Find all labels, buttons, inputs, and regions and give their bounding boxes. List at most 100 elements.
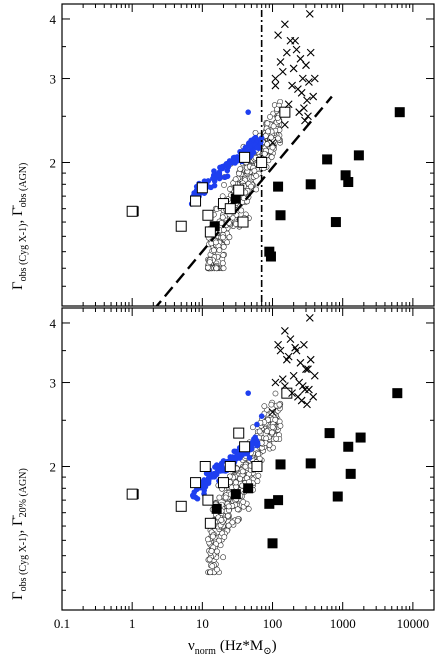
cross-point (301, 385, 309, 394)
cross-point (271, 74, 280, 83)
blue-point (210, 175, 216, 182)
cloud-point (268, 134, 274, 141)
cloud-point (227, 186, 233, 193)
cloud-point (209, 563, 216, 570)
blue-point (211, 168, 217, 174)
panel-top: 2 3 4 (50, 3, 435, 307)
cross-point (305, 9, 314, 18)
blue-point (224, 167, 231, 174)
cloud-point (261, 150, 268, 157)
blue-point (202, 483, 209, 490)
filled-square-point (343, 441, 354, 452)
cloud-point (220, 265, 227, 272)
filled-square-point (355, 432, 366, 443)
blue-point (212, 464, 218, 470)
blue-point (216, 467, 222, 474)
filled-square-point (305, 179, 316, 190)
y-tick-label: 2 (50, 155, 57, 170)
filled-square-point (273, 495, 284, 506)
x-tick-label: 100 (263, 616, 283, 631)
cloud-point (221, 534, 228, 540)
cloud-point (216, 494, 223, 501)
cloud-point (274, 106, 280, 113)
blue-point (194, 495, 201, 502)
cross-point (305, 313, 314, 322)
blue-point (203, 470, 210, 477)
cloud-point (234, 506, 241, 513)
y-tick-label: 2 (50, 459, 57, 474)
cloud-point (218, 517, 225, 523)
cloud-point (239, 468, 246, 475)
cross-point (309, 392, 318, 401)
open-square-point (233, 427, 245, 439)
blue-point (246, 455, 253, 461)
cloud-point (275, 135, 281, 142)
y-tick-label: 3 (50, 376, 57, 391)
x-tick-label: 10000 (397, 616, 430, 631)
filled-square-point (273, 181, 284, 192)
cloud-point (272, 390, 279, 397)
blue-point (234, 452, 241, 458)
cross-point (280, 326, 289, 335)
top-ylabel: Γobs (Cyg X-1), Γ̄obs (AGN) (10, 163, 29, 290)
cross-point (302, 61, 310, 70)
cloud-point (209, 533, 216, 540)
cross-series (268, 313, 319, 417)
blue-point (245, 390, 251, 396)
panel-bottom: 2 3 4 0.1 1 10 100 1000 10000 (50, 307, 435, 631)
open-square-point (175, 500, 187, 512)
cloud-point (216, 247, 223, 254)
blue-point (215, 171, 221, 178)
cross-point (296, 54, 305, 63)
blue-point (222, 174, 228, 180)
axes-frame (61, 3, 435, 307)
cross-point (310, 371, 319, 380)
cloud-point (232, 176, 239, 183)
filled-square-point (392, 388, 403, 399)
cross-point (271, 378, 280, 387)
cloud-point (240, 499, 247, 505)
blue-point (252, 434, 258, 441)
cloud-point (267, 114, 273, 120)
cloud-point (264, 120, 271, 127)
cross-point (306, 48, 315, 57)
plot-area (126, 9, 405, 306)
blue-point (211, 470, 218, 477)
cross-point (292, 45, 301, 54)
cloud-point (268, 401, 275, 408)
cross-point (298, 74, 307, 83)
cloud-point (214, 548, 220, 555)
cross-point (309, 92, 318, 101)
cloud-point (276, 401, 283, 408)
cloud-point (212, 239, 219, 246)
plot-area (126, 313, 403, 576)
cloud-point (220, 554, 227, 561)
cross-point (288, 389, 296, 398)
open-square-point (224, 203, 236, 215)
filled-square-point (264, 498, 275, 509)
cross-point (280, 382, 289, 390)
filled-square-point (275, 210, 286, 221)
filled-square-point (267, 538, 278, 549)
cloud-point (234, 517, 241, 524)
open-square-point (204, 517, 216, 529)
cloud-point (270, 123, 277, 130)
cloud-point (266, 442, 273, 449)
open-square-point (196, 182, 208, 194)
cross-point (278, 67, 287, 76)
open-square-point (251, 460, 263, 472)
open-square-point (279, 106, 291, 118)
filled-square-point (209, 221, 220, 232)
cross-point (282, 48, 291, 57)
filled-square-point (243, 483, 254, 494)
cloud-point (269, 424, 276, 431)
x-tick-label: 10 (196, 616, 209, 631)
blue-point (208, 184, 214, 191)
blue-point (190, 492, 196, 499)
cloud-point (222, 494, 229, 501)
bottom-ylabel: Γobs (Cyg X-1), Γ̄20% (AGN) (10, 468, 29, 600)
cross-point (297, 396, 306, 405)
x-axis-label: νnorm (Hz*M⊙) (188, 638, 277, 657)
open-square-point (190, 195, 202, 207)
